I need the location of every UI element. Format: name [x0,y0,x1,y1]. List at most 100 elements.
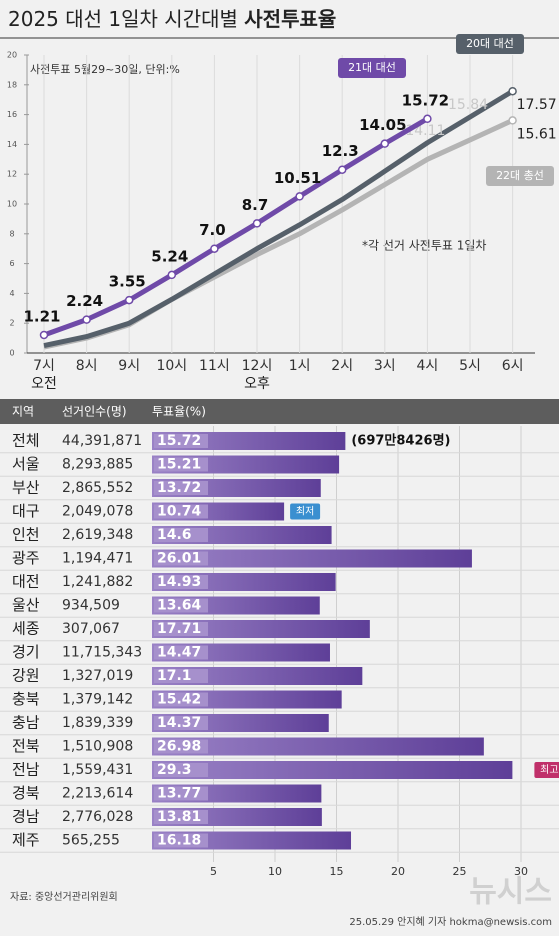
legend-label: 20대 대선 [466,37,514,50]
y-tick-label: 12 [7,170,17,179]
electorate: 1,839,339 [62,715,133,731]
y-tick-label: 4 [9,289,14,298]
value-label: 10.74 [157,504,202,520]
y-tick-label: 20 [7,51,17,60]
bar-label-box [154,810,208,824]
region: 광주 [12,549,40,567]
tag [290,503,321,520]
bar-label-box [154,575,208,589]
value-label: 3.55 [109,273,146,291]
value-label: 16.18 [157,833,201,849]
electorate: 1,510,908 [62,739,133,755]
value-label: 15.72 [157,433,201,449]
bar-label-box [154,739,208,754]
bar-label-box [154,504,208,519]
tag [534,762,559,778]
x-tick-label: 12시 [242,358,273,374]
value-label: 17.57 [517,97,557,113]
region: 경북 [12,784,40,802]
value-label: 14.93 [157,574,201,590]
legend-pill [456,34,524,54]
value-label: 14.37 [157,715,201,731]
value-label: 2.24 [66,292,103,310]
bar-label-box [154,763,208,777]
value-label: 13.81 [157,809,201,825]
point [210,244,219,253]
electorate: 11,715,343 [62,645,142,661]
x-tick-label: 2시 [331,358,353,374]
x-sublabel: 오후 [244,376,270,392]
table-header [0,399,559,424]
value-label: 15.72 [402,91,449,109]
value-label: 14.47 [157,645,201,661]
value-label: 7.0 [199,221,226,239]
point [82,315,91,324]
point [124,295,134,305]
electorate: 1,194,471 [62,551,133,567]
bar-label-box [154,622,208,636]
x-tick-label: 15 [330,865,344,878]
value-label: 26.01 [157,551,201,567]
electorate: 2,049,078 [62,504,133,520]
electorate: 1,559,431 [62,762,133,778]
x-tick-label: 25 [453,865,467,878]
bar-label-box [154,833,208,848]
region: 대전 [12,573,40,591]
bar-label-box [154,528,208,542]
region: 충남 [12,714,40,732]
bar-label-box [154,434,208,448]
point [508,86,517,96]
x-tick-label: 4시 [417,358,439,374]
y-tick-label: 8 [9,229,14,238]
point [508,116,517,125]
value-label: 14.6 [157,527,192,543]
title: 2025 대선 1일차 시간대별 사전투표율 [8,7,336,31]
note: *각 선거 사전투표 1일차 [362,239,486,253]
region: 부산 [12,479,40,497]
bar-label-box [154,551,208,566]
legend-label: 21대 대선 [348,61,396,74]
region: 울산 [12,596,40,614]
value-label: 17.1 [157,668,192,684]
region: 충북 [12,690,40,708]
region: 대구 [12,502,40,520]
point [167,270,177,280]
series-line [43,116,429,338]
value-label: 8.7 [242,196,269,214]
value-label: 17.71 [157,621,201,637]
series-line [43,89,514,348]
region: 경기 [12,643,40,661]
x-tick-label: 10 [268,865,282,878]
value-label: 14.05 [359,116,406,134]
value-label: 15.84 [448,97,488,113]
point [380,139,390,148]
total-note: (697만8426명) [351,433,450,449]
bar [152,761,513,779]
y-tick-label: 18 [7,80,17,89]
bar-label-box [154,669,208,683]
value-label: 15.61 [517,126,557,142]
point [337,165,347,174]
y-tick-label: 2 [9,319,14,328]
x-tick-label: 7시 [33,358,55,374]
electorate: 934,509 [62,598,120,614]
x-tick-label: 11시 [199,358,230,374]
legend-pill [338,58,406,78]
y-tick-label: 0 [9,349,14,358]
x-tick-label: 5시 [459,358,481,374]
value-label: 29.3 [157,762,192,778]
value-label: 13.72 [157,480,201,496]
region: 인천 [12,526,40,544]
value-label: 15.21 [157,457,201,473]
title-text: 2025 대선 1일차 시간대별 [8,7,238,31]
column-header: 투표율(%) [152,405,206,419]
tag-label: 최저 [296,506,314,518]
region: 제주 [12,831,40,849]
electorate: 2,213,614 [62,786,133,802]
subtitle: 사전투표 5월29~30일, 단위:% [30,62,180,76]
tag-label: 최고 [540,764,558,776]
electorate: 307,067 [62,621,120,637]
x-tick-label: 10시 [156,358,187,374]
bar-label-box [154,692,208,707]
